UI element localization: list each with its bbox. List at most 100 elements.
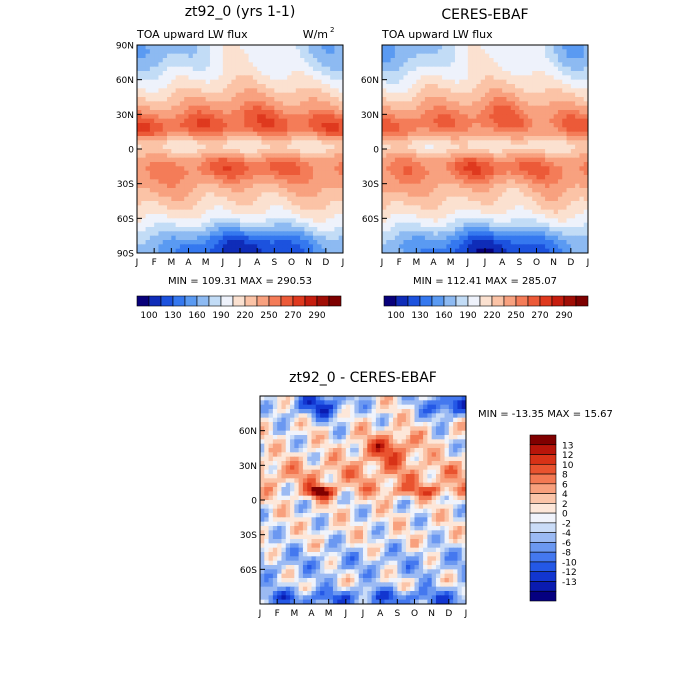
panel-model-cell [218, 235, 224, 241]
panel-diff-cell [290, 413, 295, 419]
panel-model-cell [175, 218, 181, 224]
panel-model-cell [287, 62, 293, 68]
panel-model-cell [201, 118, 207, 124]
panel-obs-cell [467, 201, 473, 206]
panel-model-cell [214, 88, 220, 94]
panel-obs-cell [420, 140, 426, 146]
panel-obs-cell [502, 53, 508, 59]
panel-model-cell [308, 192, 314, 198]
panel-model-cell [171, 71, 177, 76]
panel-model-cell [231, 209, 237, 215]
panel-model-cell [227, 227, 233, 232]
panel-diff-cell [427, 400, 433, 406]
panel-model-cell [330, 170, 336, 176]
panel-model-cell [295, 227, 301, 232]
panel-obs-cell [540, 140, 546, 146]
panel-model-cell [209, 209, 215, 215]
panel-obs-cell [394, 140, 400, 146]
panel-model-cell [338, 49, 343, 55]
panel-model-cell [201, 179, 207, 185]
panel-model-cell [231, 196, 237, 202]
panel-obs-cell [527, 123, 533, 128]
panel-model-cell [274, 66, 280, 72]
panel-obs-cell [532, 127, 538, 133]
panel-model-cell [274, 240, 280, 245]
panel-obs-cell [485, 53, 490, 59]
panel-diff-cell [393, 396, 398, 401]
panel-obs-cell [562, 153, 568, 159]
panel-model-cell [201, 175, 207, 180]
panel-obs-cell [437, 192, 443, 198]
panel-obs-cell [562, 53, 568, 59]
panel-diff-cell [272, 400, 278, 406]
panel-obs-cell [420, 231, 426, 237]
panel-obs-cell [493, 240, 499, 245]
panel-obs-cell [570, 92, 576, 98]
panel-model-cell [184, 149, 190, 154]
panel-model-cell [312, 88, 318, 94]
panel-model-cell [265, 114, 271, 120]
panel-obs-cell [467, 123, 473, 128]
panel-model-cell [154, 45, 160, 50]
panel-obs-cell [394, 183, 400, 189]
panel-model-cell [312, 136, 318, 141]
panel-obs-cell [489, 218, 495, 224]
panel-model-cell [291, 84, 297, 89]
panel-model-cell [197, 53, 202, 59]
panel-model-cell [282, 114, 288, 120]
panel-model-cell [137, 244, 142, 250]
panel-model-cell [214, 101, 220, 107]
panel-obs-cell [412, 214, 417, 219]
panel-model-cell [261, 214, 267, 219]
panel-model-cell [179, 244, 185, 250]
panel-obs-cell [416, 188, 422, 193]
panel-model-cell [270, 127, 275, 133]
panel-obs-cell [424, 127, 430, 133]
panel-obs-cell [579, 227, 585, 232]
panel-model-cell [162, 162, 168, 167]
panel-obs-cell [450, 240, 456, 245]
panel-obs-cell [549, 101, 555, 107]
panel-obs-cell [583, 62, 588, 68]
panel-obs-cell [399, 209, 405, 215]
panel-obs-cell [480, 53, 486, 59]
panel-obs-cell [476, 45, 482, 50]
colorbar-label: 130 [411, 311, 428, 321]
colorbar-label: 270 [284, 311, 301, 321]
panel-model-cell [167, 79, 172, 85]
panel-diff-cell [268, 409, 274, 414]
panel-obs-cell [382, 157, 387, 163]
panel-obs-cell [510, 209, 516, 215]
panel-model-cell [270, 149, 275, 154]
panel-model-cell [330, 175, 336, 180]
panel-obs-cell [532, 179, 538, 185]
panel-model-cell [317, 110, 323, 115]
panel-obs-cell [442, 201, 447, 206]
panel-model-cell [188, 75, 194, 81]
panel-obs-cell [502, 222, 508, 228]
panel-model-cell [162, 248, 168, 253]
panel-model-cell [137, 45, 142, 50]
panel-model-cell [291, 140, 297, 146]
panel-obs-cell [424, 153, 430, 159]
panel-model-cell [167, 227, 172, 232]
panel-model-cell [252, 88, 258, 94]
panel-obs-cell [562, 118, 568, 124]
panel-obs-cell [570, 127, 576, 133]
panel-model-cell [167, 240, 172, 245]
panel-model-cell [184, 97, 190, 102]
panel-model-cell [304, 71, 310, 76]
panel-model-cell [248, 136, 254, 141]
panel-model-cell [214, 58, 220, 63]
panel-obs-cell [566, 71, 572, 76]
panel-model-cell [278, 110, 284, 115]
panel-model-cell [222, 110, 228, 115]
panel-obs-cell [437, 123, 443, 128]
panel-model-cell [231, 118, 237, 124]
panel-obs-cell [532, 157, 538, 163]
panel-obs-cell [515, 71, 520, 76]
panel-obs-cell [454, 136, 460, 141]
panel-obs-cell [557, 149, 563, 154]
panel-obs-cell [523, 222, 529, 228]
panel-obs-cell [394, 62, 400, 68]
